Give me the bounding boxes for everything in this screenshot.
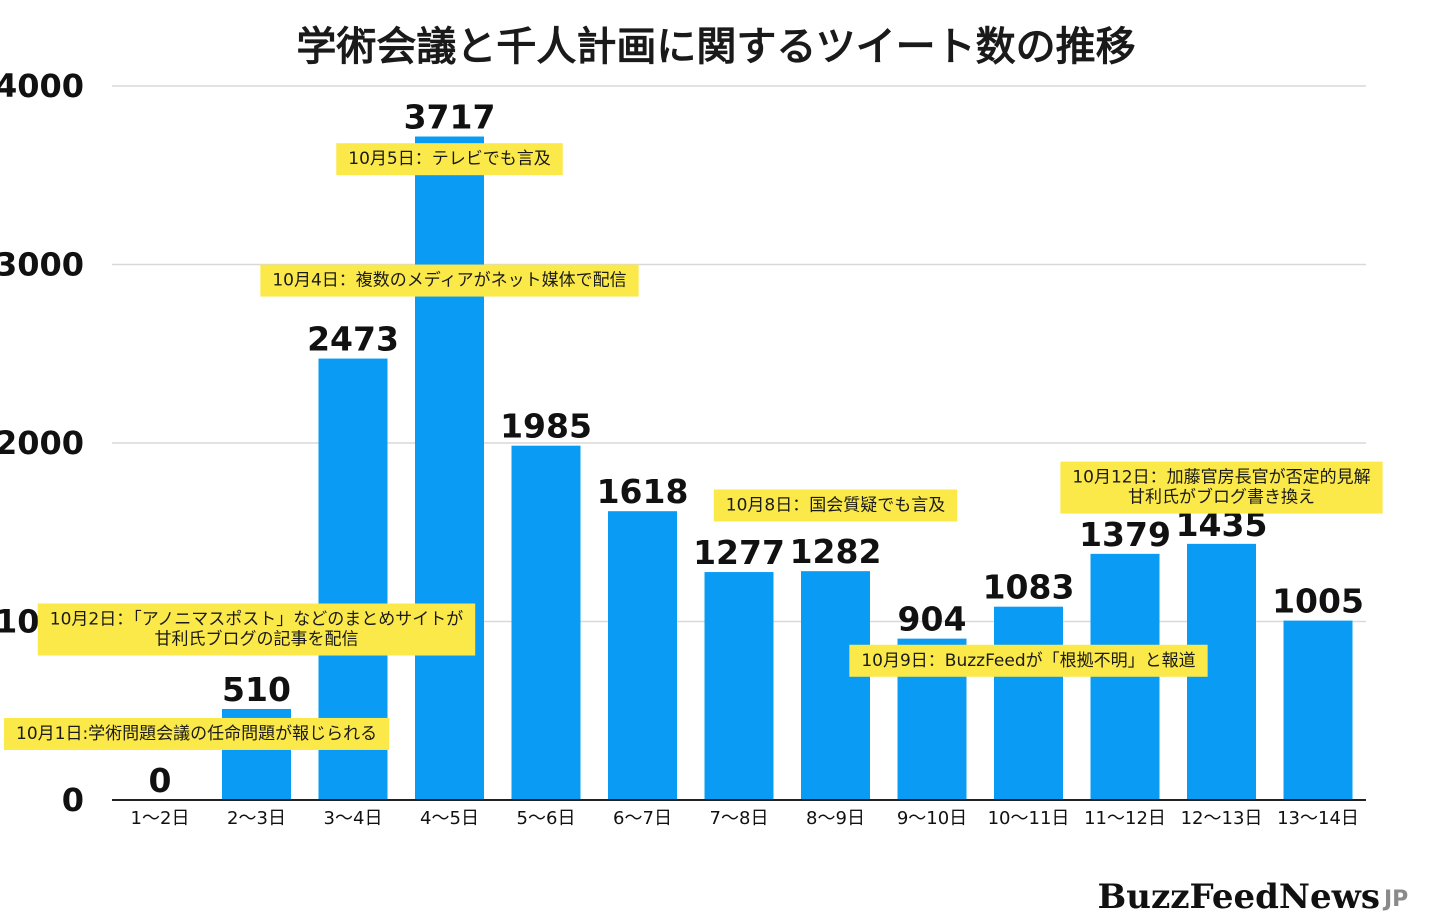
x-tick-label: 11〜12日 xyxy=(1084,808,1166,829)
x-tick-label: 10〜11日 xyxy=(988,808,1070,829)
x-tick-label: 9〜10日 xyxy=(897,808,967,829)
annotation-text: 10月1日:学術問題会議の任命問題が報じられる xyxy=(16,724,377,744)
x-tick-label: 8〜9日 xyxy=(806,808,865,829)
y-tick-label: 4000 xyxy=(0,67,84,105)
annotation-callout: 10月9日：BuzzFeedが「根拠不明」と報道 xyxy=(849,644,1208,677)
bar-value-label: 1379 xyxy=(1079,515,1171,554)
x-tick-label: 2〜3日 xyxy=(227,808,286,829)
x-axis-ticks: 1〜2日 2〜3日 3〜4日 4〜5日 5〜6日 6〜7日 7〜8日 8〜9日 9〜10日 10〜… xyxy=(131,808,1359,829)
annotation-text: 10月12日：加藤官房長官が否定的見解 xyxy=(1072,468,1370,488)
bar-value-label: 904 xyxy=(898,600,967,639)
bar xyxy=(415,136,484,800)
annotation-text: 10月5日：テレビでも言及 xyxy=(348,149,550,169)
buzzfeed-news-logo: BuzzFeedNews JP xyxy=(1097,877,1408,917)
annotation-box xyxy=(849,644,1208,677)
annotation-text: 10月9日：BuzzFeedが「根拠不明」と報道 xyxy=(861,651,1195,671)
x-tick-label: 4〜5日 xyxy=(420,808,479,829)
annotation-text: 10月8日：国会質疑でも言及 xyxy=(726,495,945,515)
annotation-callout: 10月4日：複数のメディアがネット媒体で配信 xyxy=(260,264,639,297)
bar xyxy=(994,606,1063,800)
annotation-box xyxy=(37,603,476,656)
annotations: 10月1日:学術問題会議の任命問題が報じられる 10月2日：「アノニマスポスト」な… xyxy=(4,143,1383,750)
bar-value-label: 1985 xyxy=(500,407,592,446)
x-tick-label: 7〜8日 xyxy=(710,808,769,829)
bar-value-label: 1005 xyxy=(1272,582,1364,621)
bar-value-label: 1618 xyxy=(597,472,689,511)
annotation-text: 甘利氏がブログ書き換え xyxy=(1128,487,1315,508)
y-axis-ticks: 01000200030004000 xyxy=(0,67,84,819)
y-tick-label: 2000 xyxy=(0,424,84,462)
y-tick-label: 3000 xyxy=(0,246,84,284)
bar-value-label: 1083 xyxy=(983,568,1075,607)
bar-value-label: 1282 xyxy=(790,532,882,571)
bar xyxy=(1283,620,1353,800)
annotation-callout: 10月1日:学術問題会議の任命問題が報じられる xyxy=(4,717,390,750)
bars xyxy=(222,136,1353,800)
x-tick-label: 12〜13日 xyxy=(1181,808,1263,829)
bar xyxy=(511,445,581,800)
chart-title: 学術会議と千人計画に関するツイート数の推移 xyxy=(296,24,1135,70)
annotation-text: 10月4日：複数のメディアがネット媒体で配信 xyxy=(272,270,626,291)
annotation-box xyxy=(713,489,958,522)
annotation-box xyxy=(1060,461,1383,514)
bar-value-label: 510 xyxy=(222,670,291,709)
y-tick-label: 0 xyxy=(62,781,84,819)
bar-value-label: 1277 xyxy=(693,533,785,572)
annotation-callout: 10月8日：国会質疑でも言及 xyxy=(713,489,958,522)
logo-suffix-text: JP xyxy=(1382,887,1408,912)
logo-main-text: BuzzFeedNews xyxy=(1097,877,1380,916)
annotation-box xyxy=(336,143,563,176)
bar xyxy=(1090,553,1160,800)
bar xyxy=(801,571,870,800)
bar xyxy=(608,511,677,800)
bar-value-label: 3717 xyxy=(404,98,496,137)
annotation-text: 甘利氏ブログの記事を配信 xyxy=(155,629,359,650)
annotation-box xyxy=(4,717,390,750)
annotation-callout: 10月5日：テレビでも言及 xyxy=(336,143,563,176)
x-tick-label: 13〜14日 xyxy=(1277,808,1359,829)
x-tick-label: 6〜7日 xyxy=(613,808,672,829)
annotation-text: 10月2日：「アノニマスポスト」などのまとめサイトが xyxy=(50,610,463,630)
x-tick-label: 3〜4日 xyxy=(324,808,383,829)
bar-value-label: 0 xyxy=(149,761,172,800)
annotation-box xyxy=(260,264,639,297)
x-tick-label: 5〜6日 xyxy=(517,808,576,829)
bar-value-label: 2473 xyxy=(307,320,399,359)
bar xyxy=(704,572,774,800)
x-tick-label: 1〜2日 xyxy=(131,808,190,829)
